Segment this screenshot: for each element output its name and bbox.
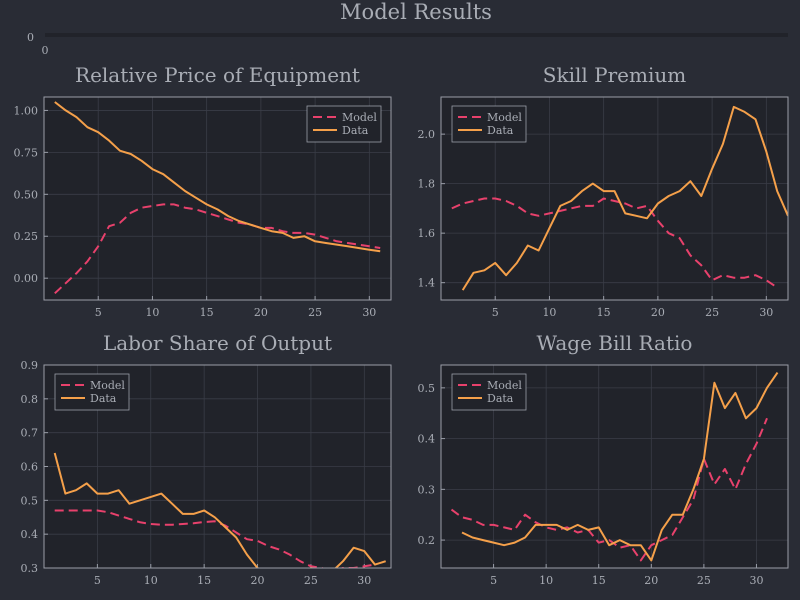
chart-title: Labor Share of Output [103, 331, 332, 355]
legend-box [451, 105, 527, 143]
x-tick-label: 25 [304, 574, 318, 587]
x-tick-label: 30 [759, 306, 773, 319]
y-tick-label: 0.7 [21, 427, 39, 440]
x-tick-label: 5 [492, 306, 499, 319]
x-tick-label: 15 [592, 574, 606, 587]
y-tick-label: 0.6 [21, 461, 39, 474]
plot-frame [43, 364, 392, 569]
y-tick-label: 0.4 [418, 433, 436, 446]
panel-labor-share: 5 10 15 20 25 30 0.3 0.4 0.5 0.6 0.7 0.8 0.9 Labor Sh… [21, 331, 392, 587]
x-tick-label: 20 [644, 574, 658, 587]
x-tick-label: 25 [697, 574, 711, 587]
series-line-model [451, 197, 778, 289]
chart-title: Wage Bill Ratio [537, 331, 693, 355]
title-axis-ytick: 0 [27, 31, 34, 44]
panel-skill-premium: 5 10 15 20 25 30 1.4 1.6 1.8 2.0 Skill Premium Mode… [418, 63, 789, 319]
legend-label-data: Data [90, 392, 117, 405]
y-tick-label: 0.8 [21, 393, 39, 406]
series-line-data [461, 105, 788, 291]
series-line-model [450, 417, 768, 562]
x-tick-label: 30 [362, 306, 376, 319]
panel-relative-price: 5 10 15 20 25 30 0.00 0.25 0.50 0.75 1.00 Relative … [14, 63, 392, 319]
legend-box [54, 373, 130, 411]
legend-label-data: Data [342, 124, 369, 137]
x-tick-label: 5 [95, 306, 102, 319]
y-tick-label: 0.4 [21, 528, 39, 541]
y-tick-label: 1.6 [418, 227, 436, 240]
series-line-data [54, 101, 381, 253]
title-axis-xtick: 0 [42, 44, 49, 57]
y-tick-label: 0.50 [14, 188, 39, 201]
legend-label-data: Data [487, 124, 514, 137]
x-tick-label: 25 [308, 306, 322, 319]
figure-title: Model Results [340, 0, 492, 24]
x-tick-label: 15 [597, 306, 611, 319]
plot-frame [43, 96, 392, 301]
x-tick-label: 20 [651, 306, 665, 319]
y-tick-label: 0.3 [418, 483, 436, 496]
chart-title: Relative Price of Equipment [75, 63, 360, 87]
y-tick-label: 0.75 [14, 146, 39, 159]
series-line-data [53, 452, 387, 568]
y-tick-label: 0.25 [14, 230, 39, 243]
x-tick-label: 30 [357, 574, 371, 587]
series-line-data [461, 372, 779, 562]
plot-frame [440, 364, 789, 569]
legend-label-data: Data [487, 392, 514, 405]
y-tick-label: 1.4 [418, 277, 436, 290]
chart-title: Skill Premium [543, 63, 686, 87]
y-tick-label: 1.00 [14, 104, 39, 117]
legend-label-model: Model [342, 111, 377, 124]
x-tick-label: 15 [200, 306, 214, 319]
y-tick-label: 2.0 [418, 128, 436, 141]
y-tick-label: 1.8 [418, 178, 436, 191]
x-tick-label: 10 [539, 574, 553, 587]
x-tick-label: 15 [197, 574, 211, 587]
plot-frame [440, 96, 789, 301]
panel-wage-bill: 5 10 15 20 25 30 0.2 0.3 0.4 0.5 Wage Bill Ratio Mo… [418, 331, 789, 587]
y-tick-label: 0.3 [21, 562, 39, 575]
x-tick-label: 10 [145, 306, 159, 319]
legend-label-model: Model [487, 379, 522, 392]
y-tick-label: 0.5 [21, 494, 39, 507]
y-tick-label: 0.2 [418, 534, 436, 547]
x-tick-label: 5 [94, 574, 101, 587]
legend-label-model: Model [487, 111, 522, 124]
legend-box [306, 105, 382, 143]
x-tick-label: 30 [749, 574, 763, 587]
y-tick-label: 0.00 [14, 272, 39, 285]
y-tick-label: 0.5 [418, 382, 436, 395]
x-tick-label: 25 [705, 306, 719, 319]
x-tick-label: 20 [254, 306, 268, 319]
x-tick-label: 20 [251, 574, 265, 587]
x-tick-label: 10 [144, 574, 158, 587]
y-tick-label: 0.9 [21, 359, 39, 372]
x-tick-label: 10 [542, 306, 556, 319]
title-axis-strip [45, 33, 788, 37]
x-tick-label: 5 [490, 574, 497, 587]
legend-box [451, 373, 527, 411]
series-line-model [54, 509, 376, 568]
legend-label-model: Model [90, 379, 125, 392]
series-line-model [54, 203, 381, 295]
